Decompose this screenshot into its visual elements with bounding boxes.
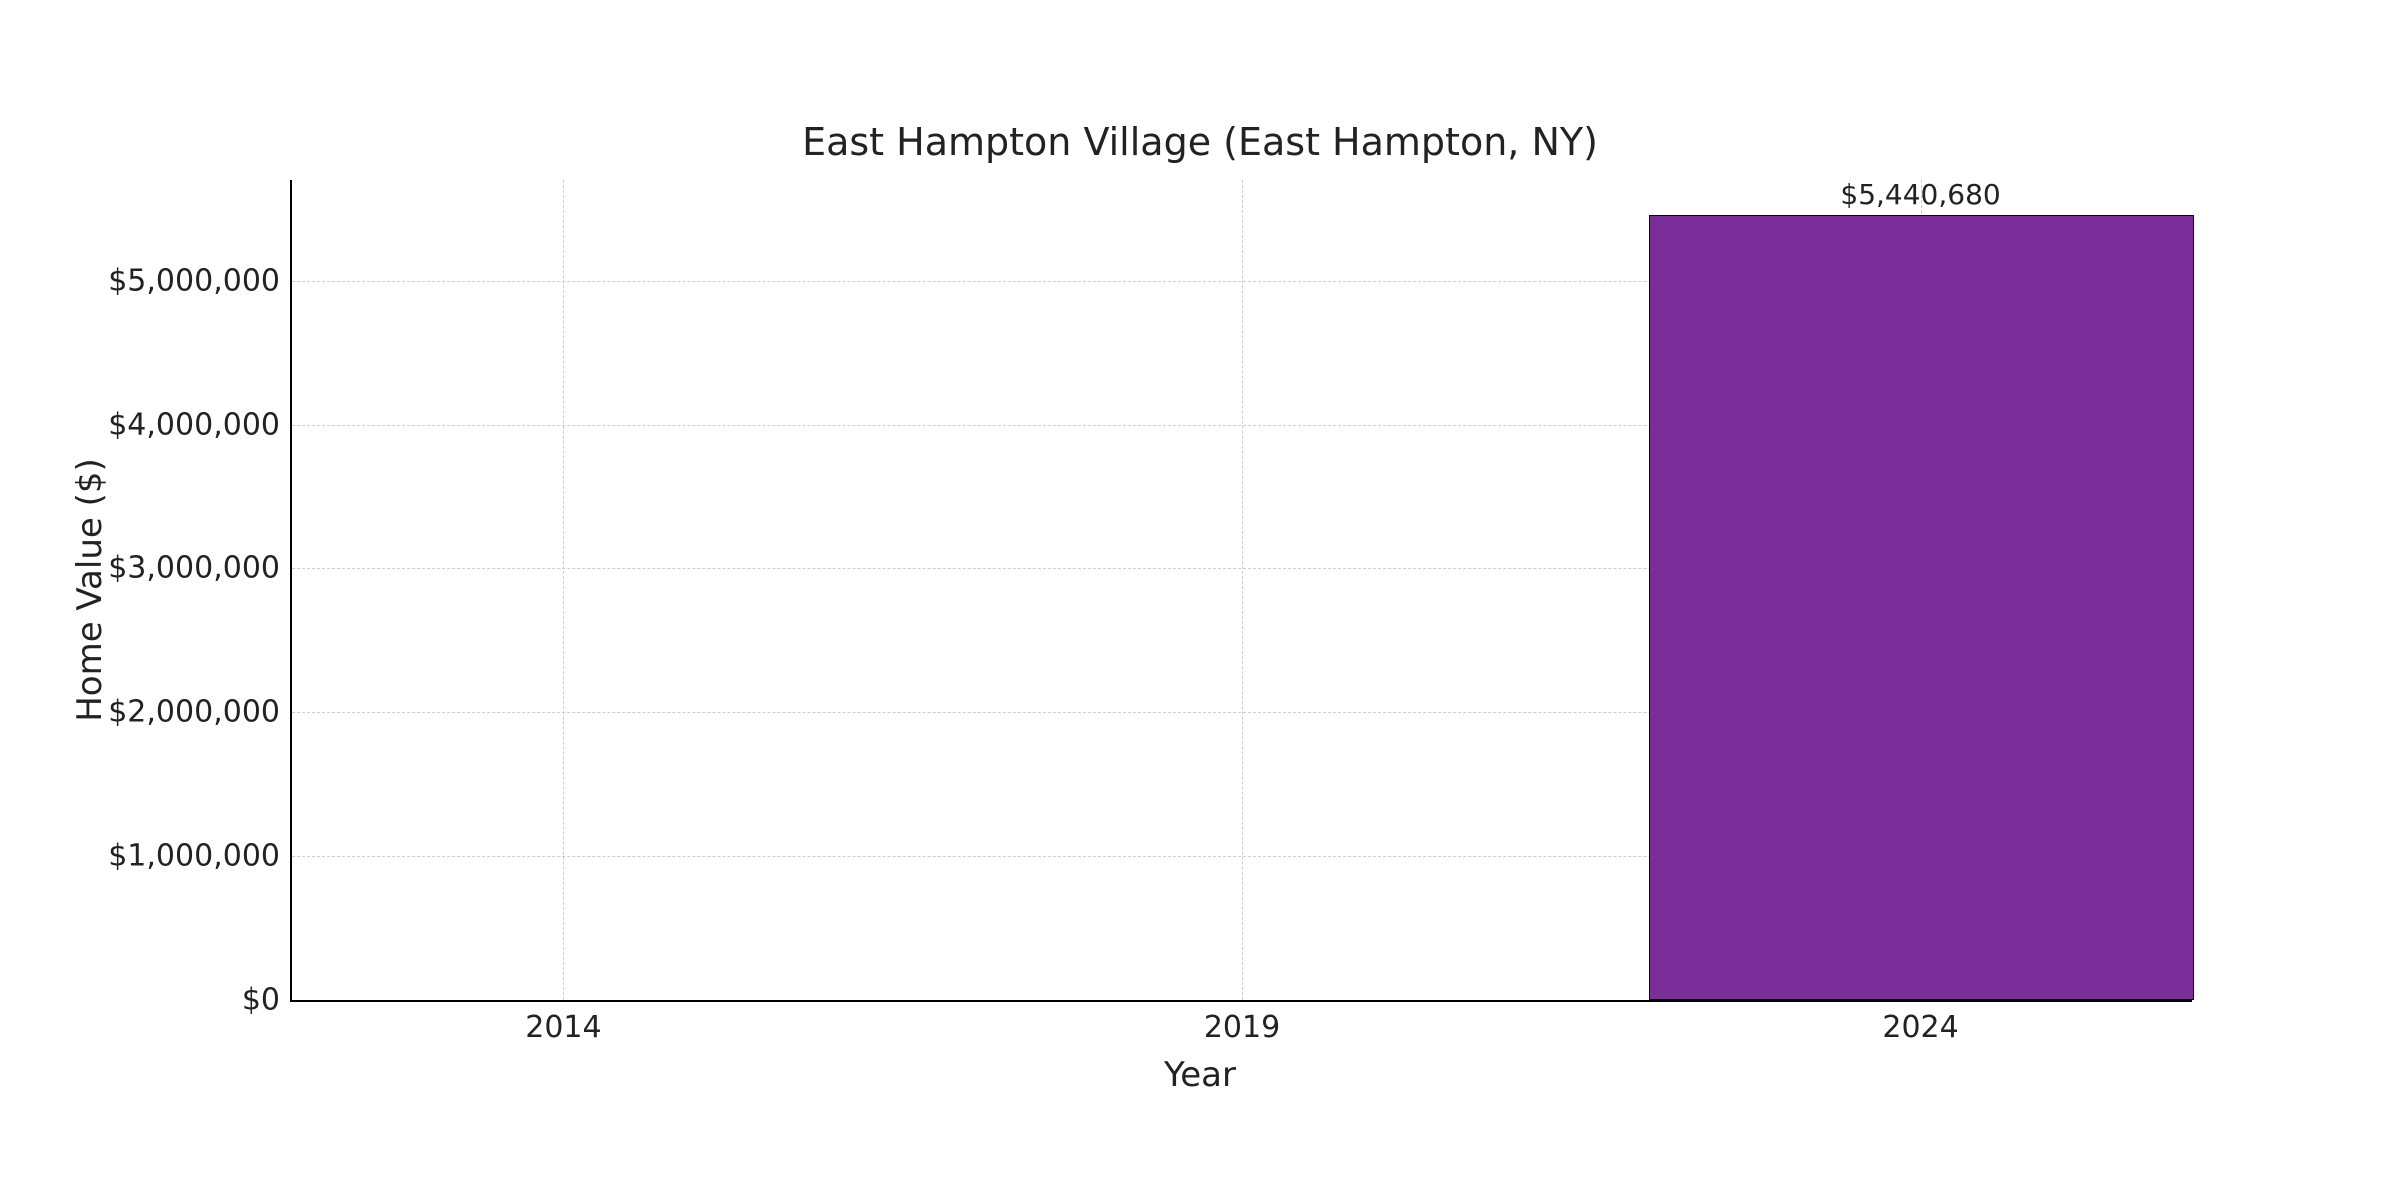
chart-container: East Hampton Village (East Hampton, NY) …: [0, 0, 2400, 1200]
y-tick-label: $1,000,000: [108, 839, 292, 874]
y-axis-label: Home Value ($): [70, 458, 110, 722]
chart-title: East Hampton Village (East Hampton, NY): [0, 120, 2400, 164]
x-tick-label: 2024: [1882, 1000, 1958, 1045]
vgrid-line: [563, 180, 564, 1000]
vgrid-line: [1242, 180, 1243, 1000]
y-tick-label: $0: [242, 983, 292, 1018]
y-tick-label: $4,000,000: [108, 407, 292, 442]
x-axis-label: Year: [0, 1055, 2400, 1095]
x-tick-label: 2014: [525, 1000, 601, 1045]
x-tick-label: 2019: [1204, 1000, 1280, 1045]
bar: [1649, 215, 2194, 1000]
bar-value-label: $5,440,680: [1840, 178, 2000, 211]
y-tick-label: $5,000,000: [108, 263, 292, 298]
plot-area: $0$1,000,000$2,000,000$3,000,000$4,000,0…: [290, 180, 2192, 1002]
y-tick-label: $2,000,000: [108, 695, 292, 730]
y-tick-label: $3,000,000: [108, 551, 292, 586]
